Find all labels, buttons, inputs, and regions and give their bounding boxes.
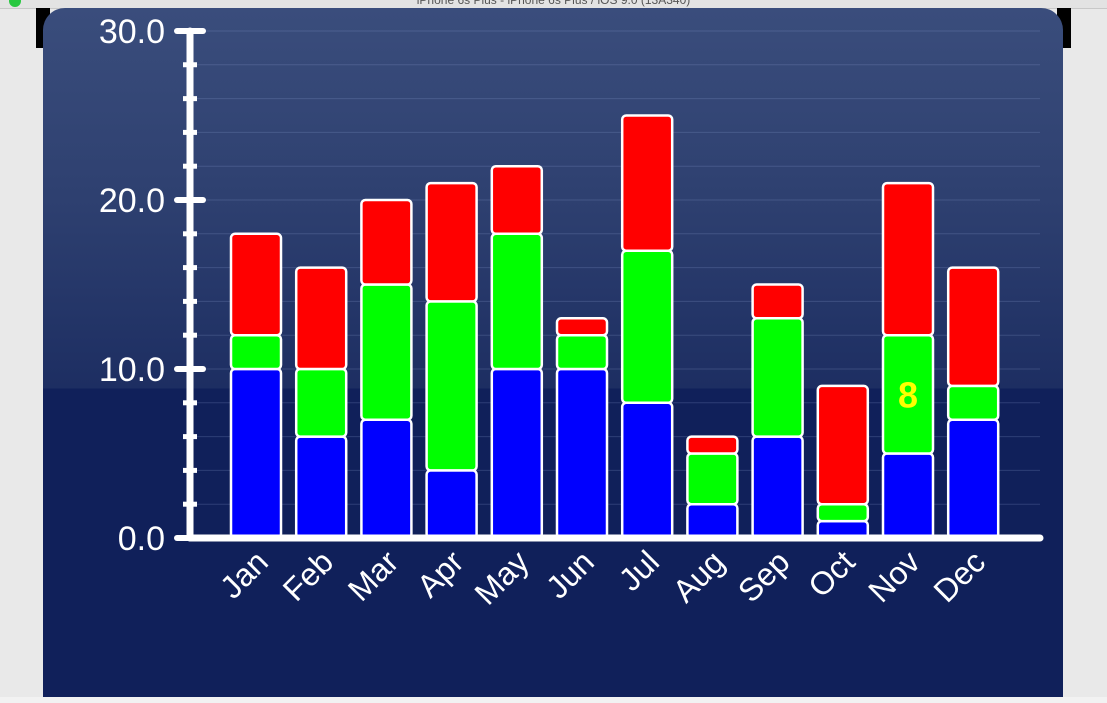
bottom-strip	[0, 697, 1107, 703]
bar-segment	[490, 232, 544, 371]
bar-segment	[229, 367, 283, 540]
x-tick-label: Mar	[341, 543, 406, 608]
y-tick-label: 30.0	[99, 13, 165, 51]
bar-segment	[620, 249, 674, 405]
bar-segment	[686, 435, 739, 455]
x-tick-label: Nov	[861, 543, 927, 609]
bar-segment	[751, 317, 804, 438]
bar-segment	[229, 333, 283, 371]
x-tick-label: Apr	[410, 543, 471, 604]
bar-segment	[751, 283, 804, 320]
bar-segment	[490, 367, 544, 540]
bar-segment	[229, 232, 283, 337]
x-tick-label: Jan	[213, 543, 275, 605]
y-tick-label: 0.0	[118, 520, 165, 558]
bar-segment	[946, 384, 1000, 421]
bar-segment	[555, 317, 609, 337]
bar-segment	[360, 418, 413, 540]
x-tick-label: Oct	[801, 543, 862, 604]
bar-segment	[620, 401, 674, 540]
bar-value-label: 8	[898, 374, 918, 415]
x-tick-label: Sep	[731, 543, 797, 609]
bar-segment	[490, 164, 544, 236]
annotations: 8	[898, 374, 918, 415]
window-title: iPhone 6s Plus - iPhone 6s Plus / iOS 9.…	[416, 0, 691, 7]
y-tick-label: 10.0	[99, 351, 165, 389]
bar-segment	[425, 300, 478, 472]
x-tick-label: May	[468, 543, 536, 611]
bar-segment	[425, 181, 478, 303]
x-tick-label: Jul	[612, 543, 666, 597]
bar-segment	[816, 384, 870, 506]
x-tick-label: Aug	[666, 543, 732, 609]
bar-segment	[555, 333, 609, 371]
bar-segment	[360, 283, 413, 421]
x-tick-label: Jun	[539, 543, 601, 605]
y-tick-labels: 0.0 10.0 20.0 30.0	[99, 13, 165, 558]
bars	[229, 114, 1000, 540]
bar-segment	[555, 367, 609, 540]
bar-segment	[816, 502, 870, 523]
axes	[174, 27, 1044, 542]
bar-segment	[686, 502, 739, 540]
bar-segment	[946, 418, 1000, 540]
bar-segment	[686, 452, 739, 506]
bar-segment	[881, 181, 935, 337]
bar-segment	[751, 435, 804, 540]
bar-segment	[360, 198, 413, 286]
bar-segment	[881, 452, 935, 540]
x-tick-label: Feb	[276, 543, 340, 607]
bar-segment	[294, 266, 348, 371]
bar-segment	[620, 114, 674, 252]
bar-segment	[294, 367, 348, 438]
bar-segment	[294, 435, 348, 540]
bar-segment	[425, 469, 478, 540]
window-zoom-button[interactable]	[9, 0, 21, 7]
x-tick-label: Dec	[926, 543, 992, 609]
bar-segment	[946, 266, 1000, 388]
device-screen: 0.0 10.0 20.0 30.0 Jan Feb Mar Apr May Jun Jul Aug…	[43, 8, 1063, 697]
y-tick-label: 20.0	[99, 182, 165, 220]
